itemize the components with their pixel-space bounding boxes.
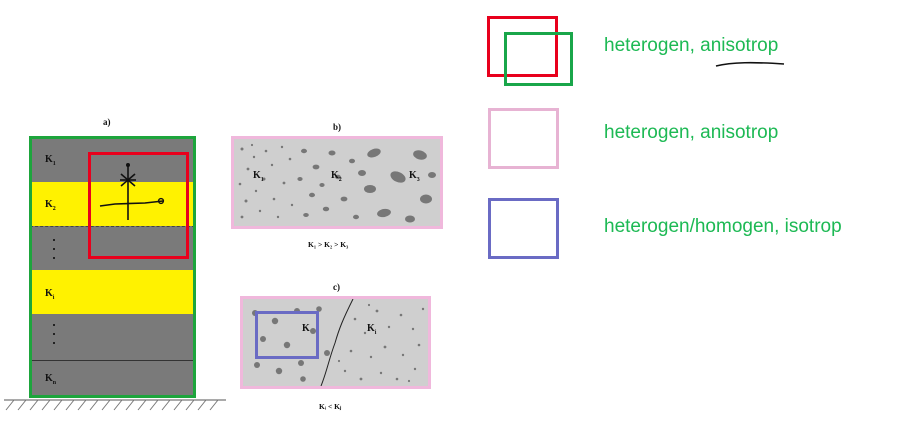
panel-a-label: a): [103, 117, 111, 127]
panel-c-grains: [252, 299, 425, 386]
legend-blue-box: [488, 198, 559, 259]
panel-b-sediment: [231, 136, 443, 229]
legend-red-box: [487, 16, 558, 77]
panel-b-grains: [238, 143, 436, 223]
panel-b-formula: K₁ > K₂ > K₃: [308, 240, 349, 249]
panel-b-label: b): [333, 122, 342, 132]
legend-underline-scribble: [715, 61, 785, 67]
panel-c-label-ki: Ki: [367, 323, 377, 336]
legend-text-2: heterogen, anisotrop: [604, 122, 779, 143]
layer-dots-upper: [30, 226, 195, 270]
layer-label-i: Ki: [45, 288, 55, 301]
ground-hatch: [4, 399, 226, 411]
layer-label-2: K2: [45, 199, 56, 212]
legend-pink-box: [488, 108, 559, 169]
soil-column: [30, 137, 195, 398]
annotation-green-column-outline: [29, 136, 196, 398]
panel-c-label-k: K: [302, 323, 310, 334]
legend-text-1: heterogen, anisotrop: [604, 35, 779, 56]
panel-c-formula: Kᵢ < Kⱼ: [319, 402, 342, 411]
panel-b-label-k3: K3: [409, 170, 420, 183]
legend-green-box: [504, 32, 573, 86]
layer-1: [30, 137, 195, 182]
layer-label-n: Kn: [45, 373, 57, 386]
layer-n: [30, 360, 195, 398]
annotation-red-box: [88, 152, 189, 259]
layer-dots-lower: [30, 314, 195, 360]
layer-label-1: K1: [45, 154, 56, 167]
layer-dots-upper-ellipsis: [50, 239, 58, 266]
annotation-blue-box: [255, 311, 319, 359]
layer-i: [30, 270, 195, 314]
hand-drawn-axes-mark: [99, 163, 165, 220]
layer-dots-lower-ellipsis: [50, 324, 58, 351]
panel-c-label: c): [333, 282, 340, 292]
legend-text-3: heterogen/homogen, isotrop: [604, 216, 842, 237]
panel-b-label-k2: K2: [331, 170, 342, 183]
panel-b-label-k1: K1: [253, 170, 264, 183]
